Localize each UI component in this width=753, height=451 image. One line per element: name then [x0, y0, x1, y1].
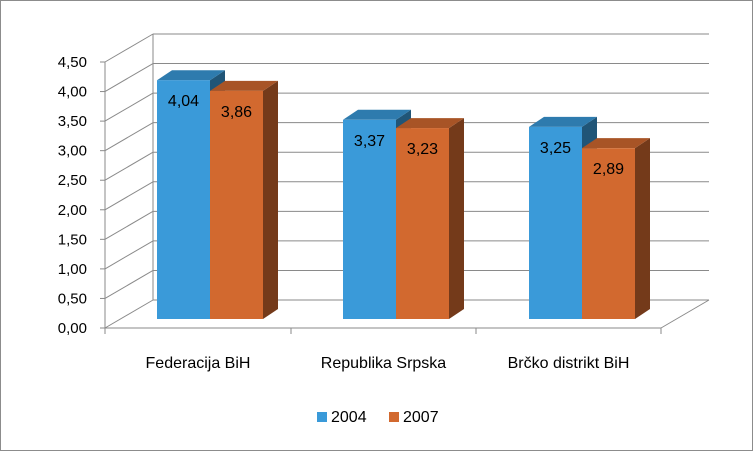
- x-tick-label: Republika Srpska: [321, 355, 447, 372]
- bar-2004: [157, 80, 210, 320]
- gridline-diagonal: [104, 270, 154, 299]
- x-tick-label: Brčko distrikt BiH: [508, 355, 630, 372]
- bar-side-2007: [449, 118, 464, 320]
- gridline-diagonal: [104, 210, 154, 240]
- gridline-diagonal: [104, 122, 154, 152]
- bar-top-2004: [529, 116, 597, 127]
- data-label: 2,89: [593, 161, 624, 178]
- gridline-diagonal: [104, 33, 154, 63]
- y-tick-label: 3,50: [58, 113, 87, 130]
- y-tick-label: 1,00: [58, 261, 87, 278]
- y-tick-label: 0,00: [58, 320, 87, 337]
- y-tick-label: 4,00: [58, 84, 87, 101]
- legend-swatch-2004: [317, 412, 327, 422]
- bar-top-2007: [210, 80, 278, 91]
- bar-2007: [582, 148, 635, 319]
- bar-side-2007: [635, 138, 650, 319]
- data-label: 4,04: [168, 93, 199, 110]
- bar-side-2007: [263, 80, 278, 319]
- y-tick-label: 2,00: [58, 202, 87, 219]
- bar-top-2007: [582, 138, 650, 149]
- bar-top-2004: [157, 70, 225, 81]
- data-label: 3,25: [540, 140, 571, 157]
- bar-2004: [529, 126, 582, 319]
- y-tick-label: 3,00: [58, 143, 87, 160]
- y-tick-label: 4,50: [58, 54, 87, 71]
- x-tick-label: Federacija BiH: [146, 355, 251, 372]
- legend-label: 2004: [331, 409, 367, 426]
- data-label: 3,86: [221, 104, 252, 121]
- gridline-diagonal: [104, 92, 154, 122]
- legend-swatch-2007: [389, 412, 399, 422]
- bar-2007: [396, 128, 449, 319]
- y-tick-label: 0,50: [58, 290, 87, 307]
- gridline-diagonal: [104, 63, 154, 92]
- floor-right-edge: [660, 299, 710, 329]
- gridline-diagonal: [104, 240, 154, 270]
- gridline-diagonal: [104, 151, 154, 181]
- bar-2004: [343, 119, 396, 319]
- bar-top-2004: [343, 109, 411, 120]
- y-tick-label: 1,50: [58, 231, 87, 248]
- y-tick-label: 2,50: [58, 172, 87, 189]
- data-label: 3,23: [407, 141, 438, 158]
- gridline-diagonal: [104, 181, 154, 211]
- bar-top-2007: [396, 118, 464, 129]
- legend-label: 2007: [403, 409, 439, 426]
- bar-2007: [210, 90, 263, 319]
- gridline-diagonal: [104, 299, 154, 329]
- data-label: 3,37: [354, 133, 385, 150]
